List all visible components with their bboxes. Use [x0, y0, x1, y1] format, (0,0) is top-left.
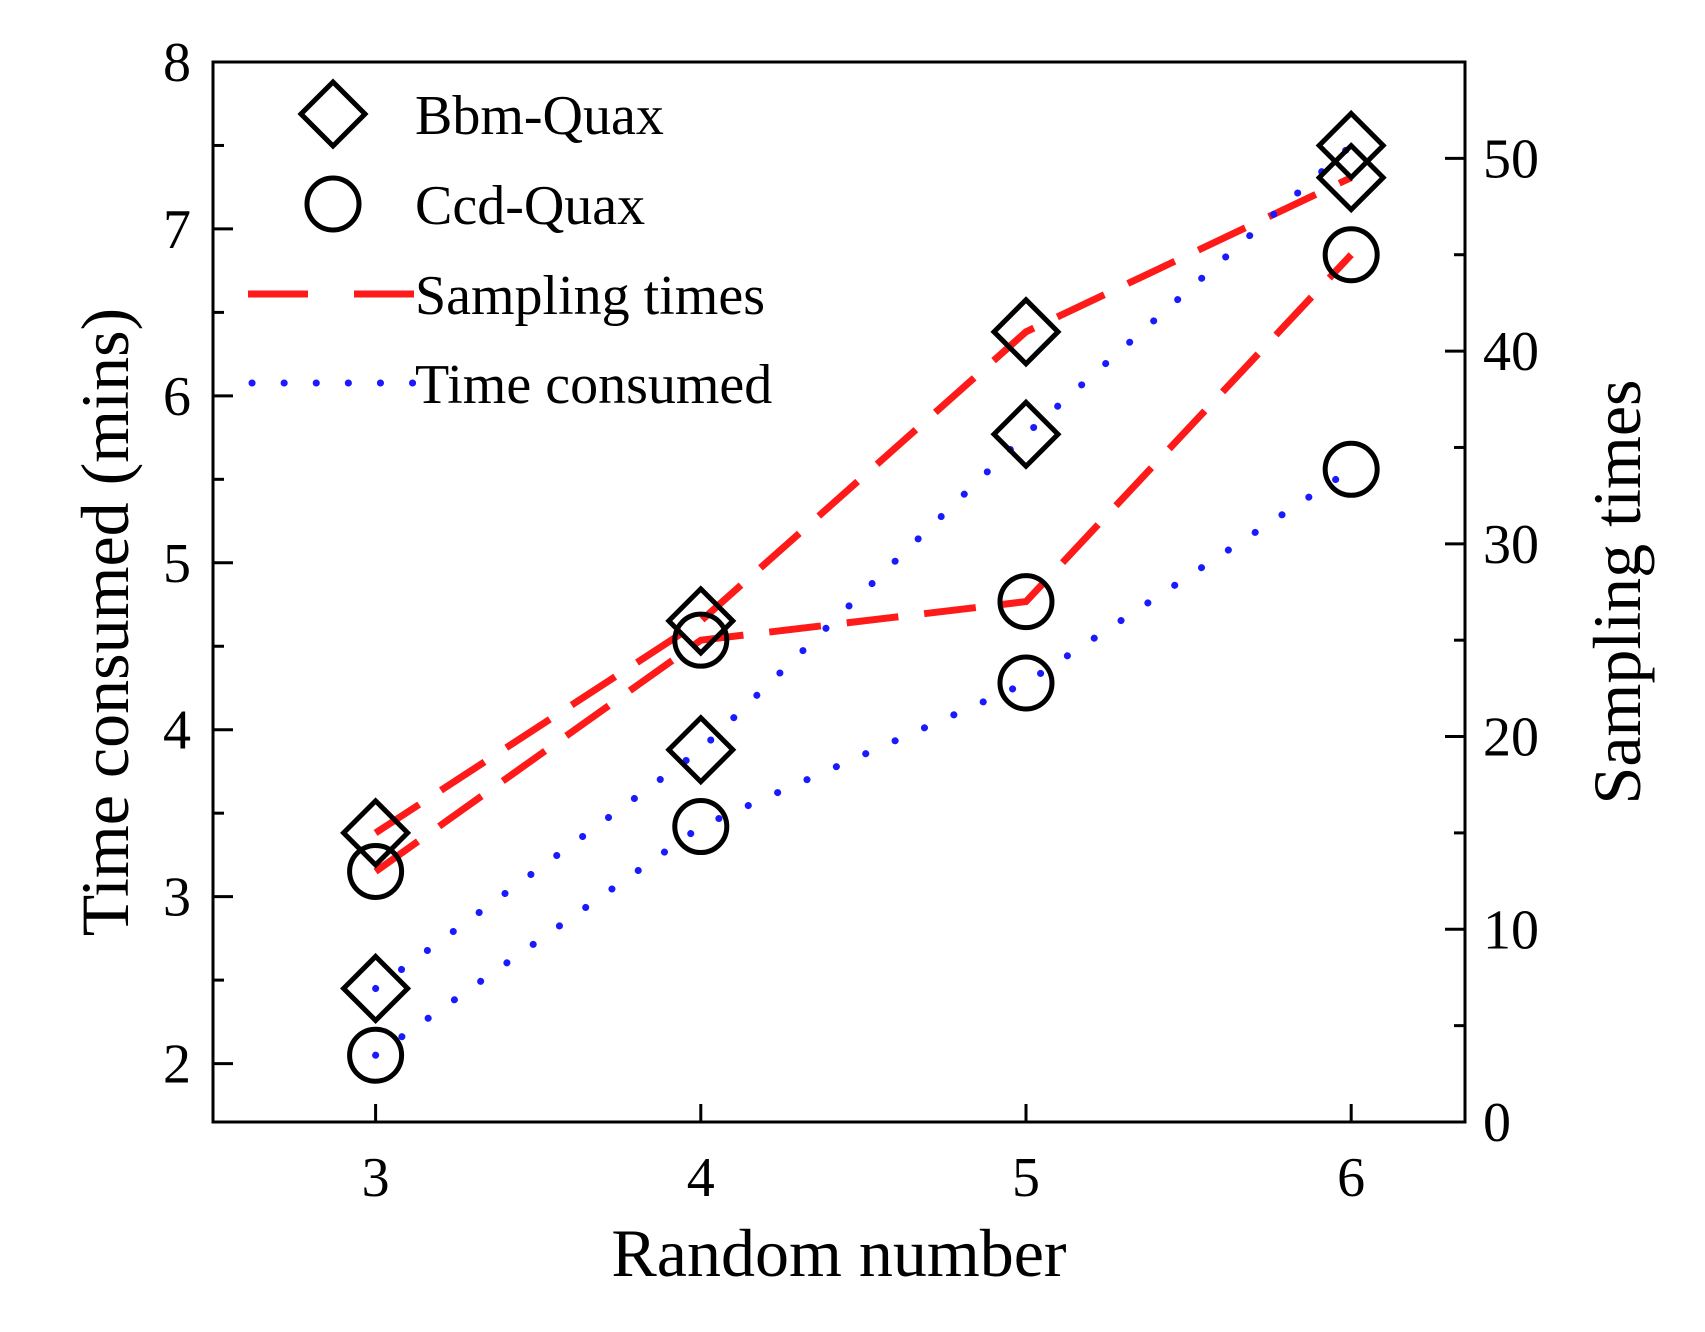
- diamond-marker-0-2: [990, 296, 1062, 368]
- axes: 3 4 5 6 2 3 4 5 6 7 8 0 10 20 30 40 50 Random number Time …: [67, 32, 1655, 1291]
- diamond-marker-0-3: [1315, 142, 1387, 214]
- y-right-tick-label-3: 30: [1483, 514, 1539, 576]
- y-left-tick-label-1: 3: [163, 867, 191, 929]
- legend-label-sampling: Sampling times: [415, 265, 765, 327]
- circle-marker-3-2: [997, 654, 1055, 712]
- diamond-marker-0-1: [665, 585, 737, 657]
- legend-label-time: Time consumed: [415, 354, 772, 416]
- plot-frame: [211, 60, 1467, 1124]
- diamond-marker-2-1: [665, 714, 737, 786]
- x-axis-title: Random number: [611, 1215, 1067, 1291]
- y-right-tick-label-5: 50: [1483, 128, 1539, 190]
- diamond-marker-2-2: [990, 398, 1062, 470]
- circle-marker-1-1: [672, 611, 730, 669]
- y-left-tick-label-3: 5: [163, 533, 191, 595]
- circle-marker-3-3: [1322, 440, 1380, 498]
- y-left-tick-label-4: 6: [163, 366, 191, 428]
- legend-diamond-icon: [297, 78, 369, 150]
- y-right-axis-title: Sampling times: [1579, 380, 1655, 805]
- legend-circle-icon: [304, 175, 362, 233]
- y-right-tick-label-2: 20: [1483, 707, 1539, 769]
- diamond-marker-2-0: [340, 952, 412, 1024]
- y-left-tick-label-2: 4: [163, 700, 191, 762]
- legend: Bbm-Quax Ccd-Quax Sampling times Time consu…: [248, 78, 772, 416]
- x-tick-label-1: 4: [687, 1147, 715, 1209]
- circle-marker-3-0: [347, 1026, 405, 1084]
- y-right-tick-label-0: 0: [1483, 1092, 1511, 1154]
- plot-area: [211, 60, 1467, 1124]
- series-line-1: [373, 252, 1354, 875]
- series-lines: [372, 142, 1355, 1059]
- series-line-3: [372, 465, 1355, 1059]
- circle-marker-1-2: [997, 573, 1055, 631]
- series-markers: [340, 109, 1387, 1084]
- circle-marker-1-3: [1322, 226, 1380, 284]
- diamond-marker-2-3: [1315, 109, 1387, 182]
- y-left-axis-title: Time consumed (mins): [67, 308, 143, 936]
- x-tick-label-3: 6: [1337, 1147, 1365, 1209]
- circle-marker-3-1: [672, 798, 730, 856]
- y-left-tick-label-5: 7: [163, 199, 191, 261]
- diamond-marker-0-0: [340, 797, 412, 869]
- y-right-tick-label-4: 40: [1483, 321, 1539, 383]
- series-line-0: [373, 174, 1353, 836]
- x-tick-label-0: 3: [362, 1147, 390, 1209]
- y-left-tick-label-6: 8: [163, 32, 191, 94]
- circle-marker-1-0: [347, 842, 405, 900]
- y-right-tick-label-1: 10: [1483, 899, 1539, 961]
- x-tick-label-2: 5: [1012, 1147, 1040, 1209]
- legend-label-ccd_quax: Ccd-Quax: [415, 175, 645, 237]
- legend-label-bbm_quax: Bbm-Quax: [415, 85, 664, 147]
- y-left-tick-label-0: 2: [163, 1034, 191, 1096]
